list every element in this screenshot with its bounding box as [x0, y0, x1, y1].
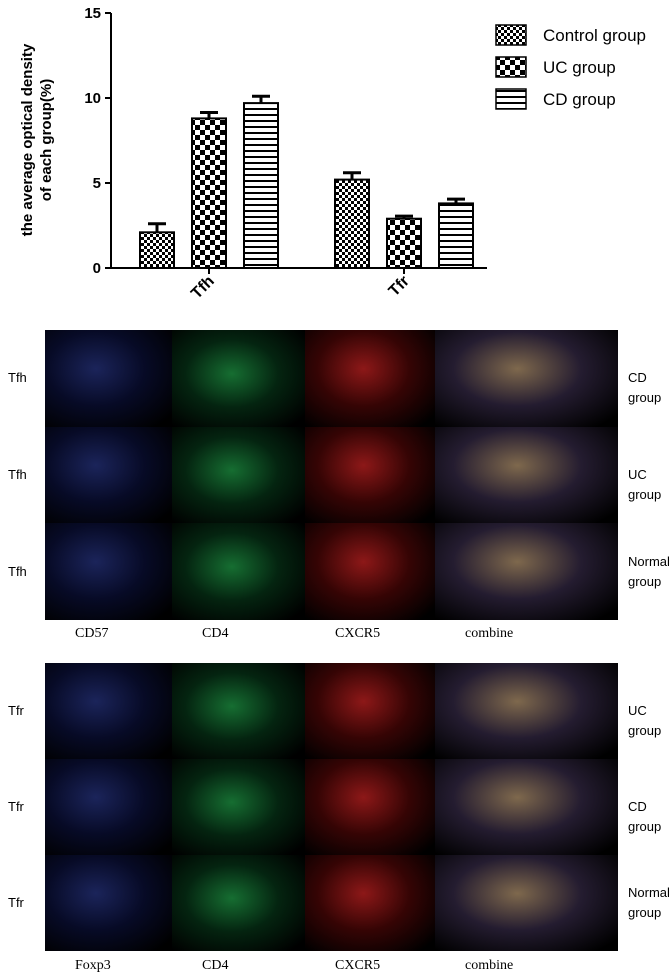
tfh-microscopy-panel: [45, 330, 618, 620]
micrograph-cxcr5-row3: [305, 855, 435, 951]
bar-chart: the average optical density of each group…: [19, 5, 646, 303]
legend-swatch: [495, 24, 527, 46]
micrograph-cxcr5-row1: [305, 663, 435, 759]
group-label: UC group: [628, 467, 662, 502]
row-label: Tfh: [8, 370, 27, 386]
y-axis-label-line: the average optical density: [19, 43, 36, 236]
x-tick-label-tfh: Tfh: [188, 273, 218, 303]
column-label-cd57: CD57: [75, 626, 109, 641]
micrograph-cxcr5-row1: [305, 330, 435, 427]
micrograph-combine-row3: [435, 523, 618, 620]
micrograph-combine-row3: [435, 855, 618, 951]
row-label: Tfr: [8, 895, 24, 910]
row-label: Tfr: [8, 799, 24, 814]
legend-swatch: [495, 88, 527, 110]
y-tick-label: 0: [93, 260, 101, 277]
bar-tfr-cd-group: [438, 202, 474, 269]
column-label-cd4: CD4: [202, 626, 229, 641]
column-label-foxp3: Foxp3: [75, 958, 111, 973]
micrograph-cd57-row3: [45, 523, 172, 620]
y-axis-label: the average optical density of each group…: [19, 43, 55, 236]
legend: Control group UC group CD group: [495, 24, 646, 110]
micrograph-combine-row2: [435, 426, 618, 524]
micrograph-cd4-row1: [172, 663, 305, 759]
column-label-combine: combine: [465, 626, 514, 641]
micrograph-foxp3-row2: [45, 759, 172, 855]
y-tick-label: 5: [93, 175, 101, 192]
y-axis-label-line: of each group(%): [38, 79, 55, 202]
column-label-cxcr5: CXCR5: [335, 958, 381, 973]
micrograph-foxp3-row3: [45, 855, 172, 951]
legend-label: CD group: [543, 90, 616, 109]
bar-tfr-uc-group: [386, 217, 422, 269]
y-tick-label: 10: [84, 90, 101, 107]
group-label: CD group: [628, 799, 662, 834]
micrograph-cxcr5-row2: [305, 759, 435, 855]
micrograph-cd4-row3: [172, 855, 305, 951]
group-label: Normal group: [628, 553, 670, 589]
bar-tfr-control-group: [334, 178, 370, 270]
micrograph-cxcr5-row2: [305, 426, 435, 524]
micrograph-cd4-row1: [172, 330, 305, 427]
micrograph-cd4-row3: [172, 523, 305, 620]
micrograph-cd4-row2: [172, 759, 305, 855]
column-label-combine: combine: [465, 958, 514, 973]
group-label: CD group: [628, 370, 662, 406]
micrograph-cd4-row2: [172, 426, 305, 524]
column-label-cxcr5: CXCR5: [335, 626, 381, 641]
group-label: Normal group: [628, 885, 670, 920]
row-label: Tfr: [8, 703, 24, 718]
micrograph-cxcr5-row3: [305, 523, 435, 620]
legend-label: Control group: [543, 26, 646, 45]
micrograph-cd57-row2: [45, 426, 172, 524]
micrograph-combine-row1: [435, 663, 618, 759]
legend-label: UC group: [543, 58, 616, 77]
bar-tfh-control-group: [139, 231, 175, 270]
group-label: UC group: [628, 703, 662, 738]
micrograph-combine-row1: [435, 330, 618, 427]
bar-tfh-cd-group: [243, 102, 279, 269]
legend-swatch: [495, 56, 527, 78]
tfr-microscopy-panel: [45, 663, 618, 951]
x-tick-label-tfr: Tfr: [386, 273, 413, 300]
micrograph-foxp3-row1: [45, 663, 172, 759]
bar-tfh-uc-group: [191, 117, 227, 270]
row-label: Tfh: [8, 467, 27, 482]
micrograph-cd57-row1: [45, 330, 172, 427]
row-label: Tfh: [8, 563, 27, 579]
column-label-cd4: CD4: [202, 958, 229, 973]
bars: Tfh Tfr: [139, 94, 474, 303]
y-tick-label: 15: [84, 5, 101, 22]
micrograph-combine-row2: [435, 759, 618, 855]
